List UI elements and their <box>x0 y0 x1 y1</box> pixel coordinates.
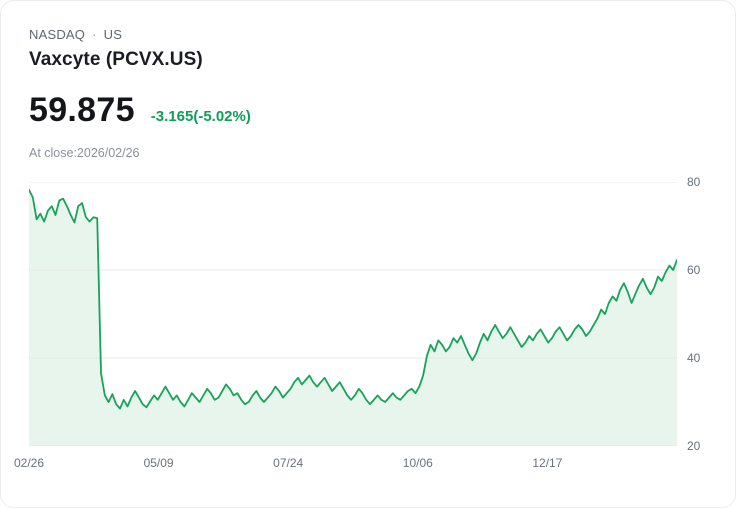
country-label: US <box>103 27 123 42</box>
plot-area[interactable]: 02/26 05/09 07/24 10/06 12/17 <box>14 182 677 474</box>
exchange-name: NASDAQ <box>29 27 86 42</box>
x-tick-label: 12/17 <box>532 456 563 470</box>
close-info: At close:2026/02/26 <box>29 146 140 160</box>
x-axis: 02/26 05/09 07/24 10/06 12/17 <box>14 446 677 474</box>
x-tick-label: 02/26 <box>13 456 45 470</box>
y-axis: 80 60 40 20 <box>677 175 713 453</box>
price-row: 59.875 -3.165(-5.02%) <box>29 91 713 130</box>
x-tick-label: 10/06 <box>402 456 433 470</box>
price-chart: 02/26 05/09 07/24 10/06 12/17 80 60 40 20 <box>14 175 713 474</box>
y-tick-label: 60 <box>687 263 701 277</box>
x-tick-label: 05/09 <box>143 456 174 470</box>
separator-dot: · <box>92 27 97 42</box>
price-change: -3.165(-5.02%) <box>150 108 251 125</box>
exchange-row: NASDAQ · US <box>29 27 713 42</box>
ticker-title: Vaxcyte (PCVX.US) <box>29 49 203 70</box>
y-tick-label: 40 <box>687 351 701 365</box>
x-tick-label: 07/24 <box>273 456 304 470</box>
y-tick-label: 80 <box>687 175 701 189</box>
last-price: 59.875 <box>29 91 135 129</box>
y-tick-label: 20 <box>687 439 701 453</box>
price-line <box>29 189 677 410</box>
price-line-chart[interactable] <box>29 182 677 446</box>
chart-area-fill <box>29 189 677 446</box>
